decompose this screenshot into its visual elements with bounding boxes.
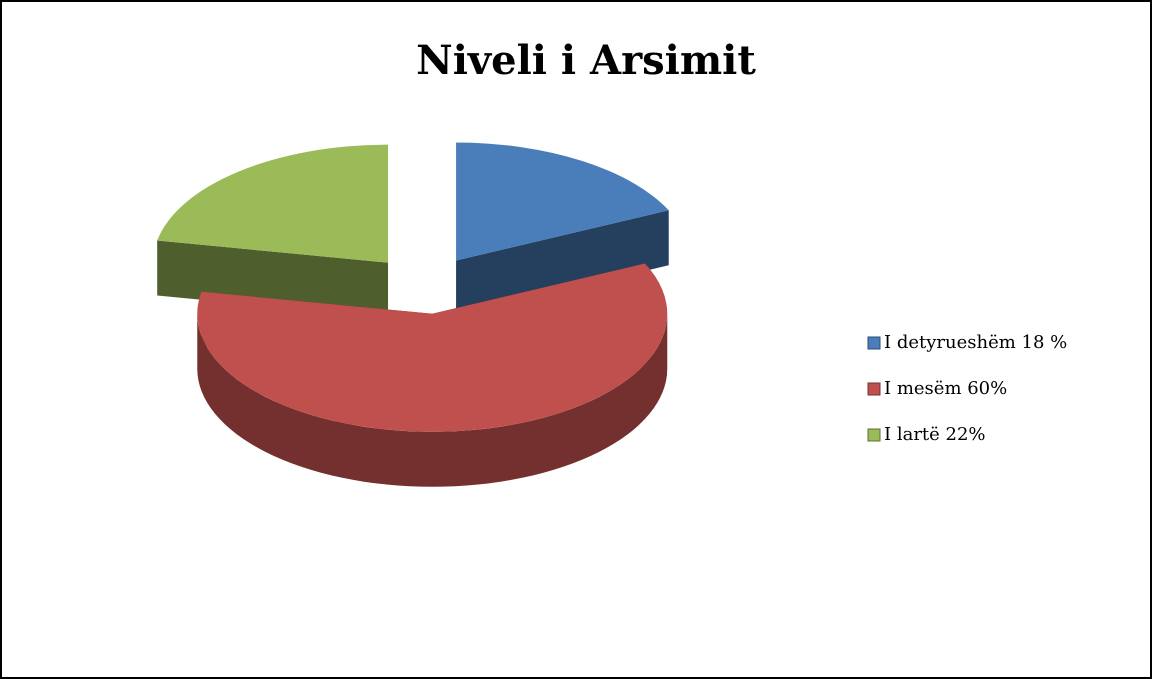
pie-slice bbox=[197, 263, 668, 487]
legend-label: I detyrueshëm 18 % bbox=[884, 332, 1067, 353]
legend-label: I lartë 22% bbox=[884, 424, 986, 445]
pie bbox=[157, 142, 669, 487]
legend-swatch bbox=[867, 336, 881, 350]
legend-swatch bbox=[867, 382, 881, 396]
slice-outer-wall bbox=[197, 313, 668, 487]
slice-top bbox=[456, 142, 669, 261]
legend: I detyrueshëm 18 % I mesëm 60% I lartë 22% bbox=[867, 332, 1067, 445]
slice-top bbox=[157, 144, 389, 263]
chart-title: Niveli i Arsimit bbox=[416, 37, 756, 84]
slice-top bbox=[197, 263, 668, 432]
pie-slice bbox=[456, 142, 669, 316]
legend-swatch bbox=[867, 428, 881, 442]
slice-radial-wall bbox=[456, 210, 669, 316]
legend-label: I mesëm 60% bbox=[884, 378, 1007, 399]
